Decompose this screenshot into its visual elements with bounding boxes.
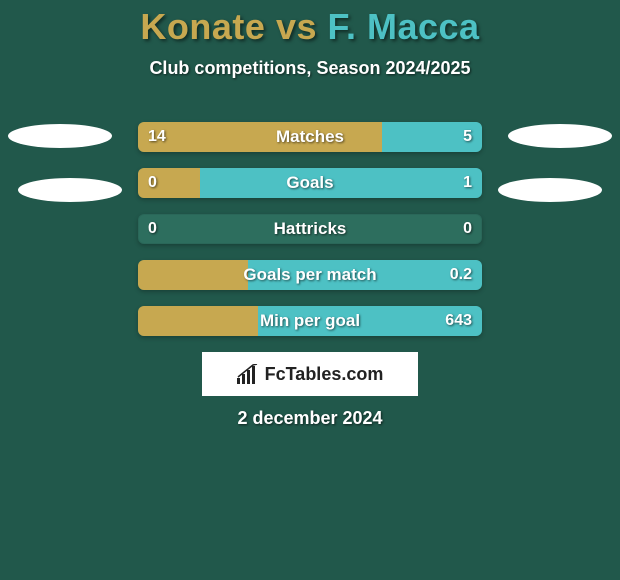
stat-bar-left-segment [138, 260, 248, 290]
stat-bar-left-value: 0 [148, 214, 157, 244]
logo-badge: FcTables.com [202, 352, 418, 396]
stat-bar-left-value: 14 [148, 122, 166, 152]
barchart-icon [237, 364, 259, 384]
player-left-oval-2 [18, 178, 122, 202]
stat-bar-right-segment [200, 168, 482, 198]
stat-bar-row: Goals01 [138, 168, 482, 198]
stat-bar-right-value: 643 [445, 306, 472, 336]
stat-bar-row: Matches145 [138, 122, 482, 152]
date-text: 2 december 2024 [0, 408, 620, 429]
subtitle: Club competitions, Season 2024/2025 [0, 58, 620, 79]
player-left-oval-1 [8, 124, 112, 148]
logo-text: FcTables.com [265, 364, 384, 385]
stat-bar-right-value: 1 [463, 168, 472, 198]
title-player-right: F. Macca [327, 6, 479, 47]
stat-bar-row: Hattricks0 0 [138, 214, 482, 244]
stat-bar-right-value: 0.2 [450, 260, 472, 290]
comparison-card: Konate vs F. Macca Club competitions, Se… [0, 0, 620, 580]
stat-bar-label: Hattricks [138, 214, 482, 244]
stat-bar-row: Min per goal643 [138, 306, 482, 336]
player-right-oval-1 [508, 124, 612, 148]
stat-bars-container: Matches145Goals01Hattricks00Goals per ma… [138, 122, 482, 352]
title-player-left: Konate [140, 6, 265, 47]
stat-bar-left-segment [138, 306, 258, 336]
stat-bar-right-value: 5 [463, 122, 472, 152]
stat-bar-left-segment [138, 122, 382, 152]
page-title: Konate vs F. Macca [0, 0, 620, 48]
stat-bar-left-value: 0 [148, 168, 157, 198]
stat-bar-right-value: 0 [463, 214, 472, 244]
player-right-oval-2 [498, 178, 602, 202]
stat-bar-row: Goals per match0.2 [138, 260, 482, 290]
title-vs: vs [265, 6, 327, 47]
stat-bar-right-segment [248, 260, 482, 290]
